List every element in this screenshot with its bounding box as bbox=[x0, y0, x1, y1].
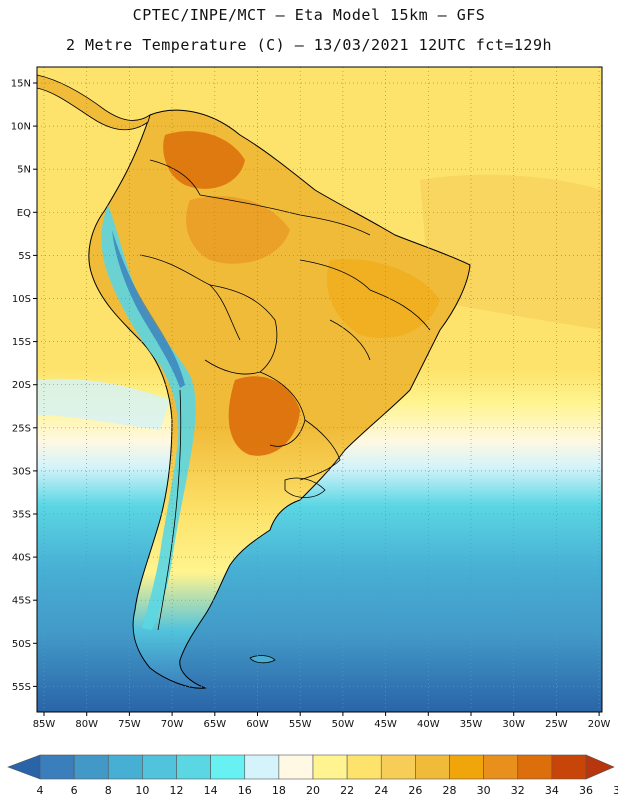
hot-zone-north bbox=[163, 131, 245, 189]
latitude-label: 35S bbox=[12, 510, 31, 521]
latitude-label: 45S bbox=[12, 596, 31, 607]
longitude-label: 80W bbox=[75, 719, 98, 730]
legend-value-label: 8 bbox=[105, 784, 112, 797]
border-colombia-venezuela bbox=[149, 159, 201, 196]
border-bolivia bbox=[204, 284, 278, 375]
legend-arrow-low bbox=[7, 754, 41, 780]
latitude-label: 30S bbox=[12, 466, 31, 477]
legend-swatch bbox=[39, 754, 75, 780]
latitude-labels: 15N 10N 5N EQ 5S 10S 15S 20S 25S 30S 35S 40S 45S 50S 5… bbox=[11, 79, 37, 693]
legend-swatch bbox=[312, 754, 348, 780]
border-uruguay bbox=[284, 477, 326, 498]
legend-value-label: 20 bbox=[306, 784, 320, 797]
latitude-label: 10S bbox=[12, 294, 31, 305]
legend-swatch bbox=[278, 754, 314, 780]
border-argentina-brazil bbox=[299, 419, 341, 481]
longitude-label: 70W bbox=[161, 719, 184, 730]
border-chile-argentina bbox=[157, 389, 182, 631]
longitude-label: 65W bbox=[203, 719, 226, 730]
legend-swatch bbox=[73, 754, 109, 780]
legend-swatch bbox=[449, 754, 484, 780]
legend-value-label: 28 bbox=[443, 784, 457, 797]
legend-value-label: 16 bbox=[238, 784, 252, 797]
legend-value-label: 22 bbox=[340, 784, 354, 797]
longitude-labels: 85W 80W 75W 70W 65W 60W 55W 50W 45W 40W 35W 30W 25W 2… bbox=[33, 712, 611, 730]
longitude-label: 45W bbox=[374, 719, 397, 730]
latitude-label: 50S bbox=[12, 639, 31, 650]
central-america bbox=[37, 74, 151, 131]
hot-zone-amazon bbox=[186, 196, 290, 264]
latitude-label: 20S bbox=[12, 380, 31, 391]
legend-swatch bbox=[142, 754, 177, 780]
latitude-label: 55S bbox=[12, 682, 31, 693]
latitude-label: EQ bbox=[17, 208, 31, 219]
legend-value-label: 6 bbox=[71, 784, 78, 797]
legend-swatch bbox=[415, 754, 450, 780]
legend-value-label: 18 bbox=[272, 784, 286, 797]
longitude-label: 40W bbox=[417, 719, 440, 730]
map-plot-area bbox=[37, 67, 602, 712]
legend-value-label: 38 bbox=[613, 784, 618, 797]
legend-swatch bbox=[107, 754, 143, 780]
latitude-label: 15N bbox=[11, 79, 31, 90]
legend-value-label: 36 bbox=[579, 784, 593, 797]
latitude-label: 10N bbox=[11, 122, 31, 133]
longitude-label: 60W bbox=[246, 719, 269, 730]
latitude-label: 25S bbox=[12, 423, 31, 434]
longitude-label: 85W bbox=[33, 719, 56, 730]
legend-value-label: 4 bbox=[37, 784, 44, 797]
legend-swatch bbox=[346, 754, 382, 780]
color-legend: 4 6 8 10 12 14 16 18 20 22 24 26 28 30 32 34 36 38 bbox=[7, 754, 618, 797]
legend-value-label: 12 bbox=[170, 784, 184, 797]
latitude-label: 40S bbox=[12, 553, 31, 564]
legend-swatch bbox=[176, 754, 211, 780]
latitude-label: 5S bbox=[18, 251, 31, 262]
legend-swatch bbox=[551, 754, 587, 780]
legend-arrow-high bbox=[585, 754, 615, 780]
pacific-cool-band bbox=[37, 378, 170, 430]
border-brazil-north bbox=[199, 194, 371, 236]
legend-value-label: 32 bbox=[511, 784, 525, 797]
longitude-label: 55W bbox=[289, 719, 312, 730]
longitude-label: 35W bbox=[460, 719, 483, 730]
legend-swatch bbox=[244, 754, 280, 780]
longitude-label: 30W bbox=[502, 719, 525, 730]
legend-value-label: 10 bbox=[135, 784, 149, 797]
longitude-label: 50W bbox=[332, 719, 355, 730]
longitude-label: 20W bbox=[588, 719, 611, 730]
legend-value-label: 34 bbox=[545, 784, 559, 797]
legend-value-label: 26 bbox=[408, 784, 422, 797]
map-title-variable: 2 Metre Temperature (C) – 13/03/2021 12U… bbox=[65, 36, 553, 54]
legend-swatch bbox=[517, 754, 553, 780]
border-paraguay bbox=[259, 371, 306, 447]
longitude-label: 25W bbox=[545, 719, 568, 730]
hot-zone-paraguay bbox=[228, 376, 300, 456]
latitude-label: 5N bbox=[17, 165, 31, 176]
andes-core bbox=[112, 230, 185, 388]
country-borders bbox=[139, 159, 431, 631]
legend-value-label: 14 bbox=[204, 784, 218, 797]
legend-value-label: 24 bbox=[374, 784, 388, 797]
map-frame bbox=[36, 66, 603, 713]
latitude-label: 15S bbox=[12, 337, 31, 348]
legend-swatch bbox=[483, 754, 519, 780]
map-title-model: CPTEC/INPE/MCT – Eta Model 15km – GFS bbox=[132, 6, 486, 24]
longitude-label: 75W bbox=[118, 719, 141, 730]
border-brazil-states bbox=[299, 259, 431, 361]
legend-swatch bbox=[210, 754, 246, 780]
legend-value-label: 30 bbox=[477, 784, 491, 797]
legend-swatch bbox=[380, 754, 416, 780]
